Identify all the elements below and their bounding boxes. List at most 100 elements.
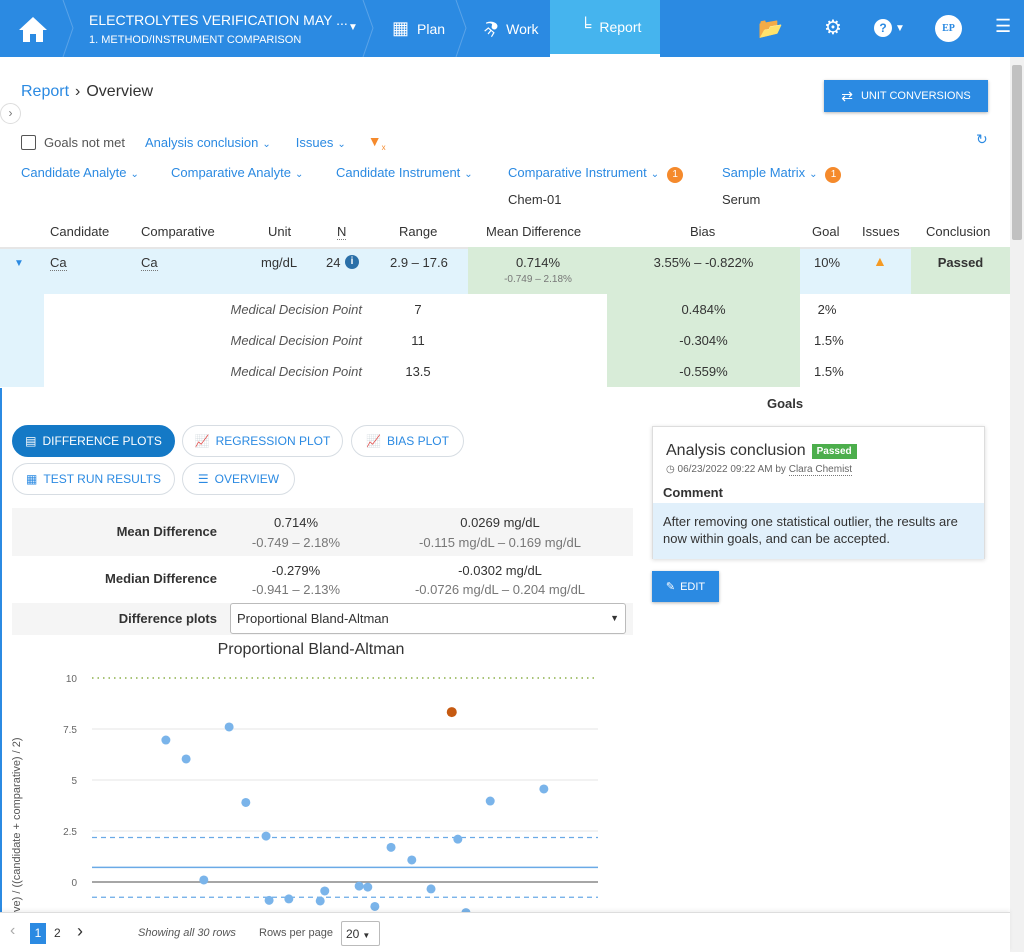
chevron-down-icon: ⌄ <box>130 169 139 180</box>
hamburger-menu-icon[interactable]: ☰ <box>995 16 1012 36</box>
folder-icon[interactable]: 📂 <box>758 18 783 40</box>
home-button[interactable] <box>18 0 48 57</box>
sidebar-toggle[interactable]: › <box>0 103 21 124</box>
filter-count-badge: 1 <box>667 167 684 183</box>
analysis-conclusion-filter[interactable]: Analysis conclusion ⌄ <box>145 135 271 150</box>
tab-plan[interactable]: ▦ Plan <box>392 0 445 57</box>
warning-icon[interactable]: ▲ <box>873 253 887 269</box>
tab-work[interactable]: ⚗ Work <box>478 0 539 57</box>
clock-icon: ◷ <box>666 464 675 475</box>
goals-not-met-checkbox[interactable] <box>21 134 36 150</box>
tab-difference-plots[interactable]: ▤ DIFFERENCE PLOTS <box>12 425 175 457</box>
mean-difference-pct-ci: -0.749 – 2.18% <box>251 535 341 550</box>
tab-test-run-results[interactable]: ▦ TEST RUN RESULTS <box>12 463 175 495</box>
breadcrumb-report[interactable]: Report <box>21 83 70 100</box>
avatar[interactable]: EP <box>935 15 962 42</box>
column-header-bias[interactable]: Bias <box>690 224 716 239</box>
column-header-conclusion[interactable]: Conclusion <box>926 224 991 239</box>
tab-overview[interactable]: ☰ OVERVIEW <box>182 463 295 495</box>
data-point <box>485 796 495 806</box>
outlier-point <box>446 707 457 718</box>
tab-regression-plot[interactable]: 📈 REGRESSION PLOT <box>182 425 343 457</box>
rows-per-page-select[interactable]: 20 ▼ <box>341 921 380 946</box>
scrollbar[interactable] <box>1010 57 1024 952</box>
data-point <box>161 735 171 745</box>
candidate-instrument-filter[interactable]: Candidate Instrument ⌄ <box>336 165 473 180</box>
next-page-icon[interactable]: › <box>77 921 83 941</box>
data-point <box>354 881 364 891</box>
data-point <box>426 884 436 894</box>
unit-conversions-button[interactable]: ⇄ UNIT CONVERSIONS <box>824 80 988 112</box>
chevron-down-icon: ⌄ <box>262 138 271 150</box>
column-header-issues[interactable]: Issues <box>862 224 900 239</box>
candidate-analyte[interactable]: Ca <box>50 255 67 271</box>
n-count: 24 <box>326 255 341 270</box>
comparative-analyte-filter[interactable]: Comparative Analyte ⌄ <box>171 165 303 180</box>
tab-report[interactable]: ╘ Report <box>550 0 660 57</box>
filter-row: Goals not met Analysis conclusion ⌄ Issue… <box>21 133 386 152</box>
caret-down-icon[interactable]: ▼ <box>348 22 358 33</box>
y-tick-label: 0 <box>71 878 77 889</box>
info-icon[interactable]: i <box>345 255 359 269</box>
mean-difference-ci: -0.749 – 2.18% <box>504 274 572 285</box>
author-link[interactable]: Clara Chemist <box>788 464 853 476</box>
chevron-down-icon: ⌄ <box>464 169 473 180</box>
data-point <box>199 875 209 885</box>
comparative-instrument-value: Chem-01 <box>508 192 562 207</box>
decision-point-value: 13.5 <box>405 364 431 379</box>
page-2-button[interactable]: 2 <box>54 926 61 940</box>
project-selector[interactable]: ELECTROLYTES VERIFICATION MAY ... 1. MET… <box>89 0 348 57</box>
decision-point-goal: 1.5% <box>814 364 844 379</box>
column-header-unit[interactable]: Unit <box>268 224 292 239</box>
data-point <box>386 842 396 852</box>
refresh-icon[interactable]: ↻ <box>976 131 988 147</box>
collapse-row-caret-icon[interactable]: ▼ <box>14 258 24 269</box>
button-label: UNIT CONVERSIONS <box>860 90 971 102</box>
issues-filter[interactable]: Issues ⌄ <box>296 135 346 150</box>
y-tick-label: 7.5 <box>63 725 77 736</box>
label: Issues <box>295 134 334 150</box>
column-header-candidate[interactable]: Candidate <box>50 224 110 239</box>
comment-label: Comment <box>663 485 723 500</box>
difference-plot-select[interactable]: Proportional Bland-Altman ▼ <box>230 603 626 634</box>
test-tube-icon: ⚗ <box>477 15 504 41</box>
chevron-right-icon: › <box>75 83 81 100</box>
column-header-n[interactable]: N <box>337 224 347 240</box>
goals-label: Goals <box>767 396 804 411</box>
decision-point-label: Medical Decision Point <box>230 364 362 379</box>
decision-point-label: Medical Decision Point <box>230 333 362 348</box>
label: OVERVIEW <box>214 472 280 486</box>
decision-point-goal: 2% <box>817 302 837 317</box>
label: Comparative Analyte <box>171 165 291 180</box>
column-header-comparative[interactable]: Comparative <box>141 224 215 239</box>
comparative-instrument-filter[interactable]: Comparative Instrument ⌄ 1 <box>508 165 684 183</box>
data-point <box>539 784 549 794</box>
sample-matrix-filter[interactable]: Sample Matrix ⌄ 1 <box>722 165 842 183</box>
data-point <box>453 834 463 844</box>
unit: mg/dL <box>261 255 298 270</box>
edit-button[interactable]: ✎ EDIT <box>652 571 719 602</box>
caret-down-icon: ▼ <box>610 613 619 623</box>
tab-bias-plot[interactable]: 📈 BIAS PLOT <box>351 425 464 457</box>
candidate-analyte-filter[interactable]: Candidate Analyte ⌄ <box>21 165 139 180</box>
filter-count-badge: 1 <box>825 167 842 183</box>
data-point <box>224 722 234 732</box>
goals-not-met-label: Goals not met <box>44 134 125 150</box>
page-1-button[interactable]: 1 <box>30 923 46 944</box>
edit-icon: ✎ <box>665 581 676 593</box>
data-point <box>320 886 330 896</box>
selected-value: Proportional Bland-Altman <box>237 611 389 626</box>
label: Analysis conclusion <box>144 134 259 150</box>
column-header-range[interactable]: Range <box>399 224 438 239</box>
median-difference-abs-ci: -0.0726 mg/dL – 0.204 mg/dL <box>414 582 586 597</box>
label: EDIT <box>680 580 706 593</box>
selected-value: 20 <box>346 927 360 941</box>
clear-filters-icon[interactable]: ▼x <box>367 133 386 152</box>
comparative-analyte[interactable]: Ca <box>141 255 158 271</box>
column-header-goal[interactable]: Goal <box>812 224 840 239</box>
help-menu[interactable]: ? ▼ <box>874 19 905 37</box>
column-header-mean-difference[interactable]: Mean Difference <box>486 224 582 239</box>
prev-page-icon[interactable]: ‹ <box>10 922 16 939</box>
line-chart-icon: 📈 <box>366 434 381 448</box>
gear-icon[interactable]: ⚙ <box>824 17 842 39</box>
